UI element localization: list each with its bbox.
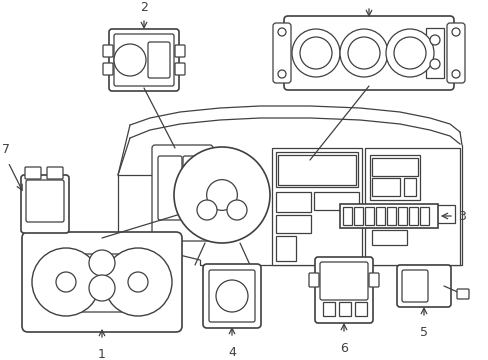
Bar (275, 152, 357, 187)
FancyBboxPatch shape (368, 273, 378, 287)
Circle shape (32, 248, 100, 316)
Circle shape (278, 70, 285, 78)
Circle shape (385, 29, 433, 77)
FancyBboxPatch shape (158, 156, 182, 220)
FancyBboxPatch shape (21, 175, 69, 233)
Bar (364, 148, 459, 265)
FancyBboxPatch shape (175, 63, 184, 75)
Text: 8: 8 (364, 0, 372, 2)
Bar (275, 192, 310, 212)
Bar (350, 209, 358, 225)
Text: 1: 1 (98, 348, 106, 360)
FancyBboxPatch shape (208, 270, 254, 322)
Text: 6: 6 (339, 342, 347, 355)
Circle shape (56, 272, 76, 292)
Bar (353, 207, 362, 225)
Bar (275, 236, 295, 261)
Circle shape (104, 248, 172, 316)
Circle shape (339, 29, 387, 77)
Bar (342, 207, 351, 225)
Bar (425, 28, 443, 78)
Bar (408, 207, 417, 225)
FancyBboxPatch shape (284, 16, 453, 90)
FancyBboxPatch shape (396, 265, 450, 307)
Bar (370, 209, 378, 225)
Circle shape (278, 28, 285, 36)
Circle shape (89, 250, 115, 276)
FancyBboxPatch shape (114, 34, 174, 86)
Bar (371, 158, 417, 176)
Bar (403, 178, 415, 196)
Circle shape (197, 200, 217, 220)
FancyBboxPatch shape (26, 180, 64, 222)
FancyBboxPatch shape (152, 145, 213, 241)
Bar (275, 215, 310, 233)
FancyBboxPatch shape (109, 29, 179, 91)
Bar (323, 302, 334, 316)
FancyBboxPatch shape (183, 156, 206, 220)
Circle shape (451, 70, 459, 78)
Circle shape (206, 180, 237, 210)
Bar (371, 178, 399, 196)
FancyBboxPatch shape (308, 273, 318, 287)
Bar (271, 148, 361, 265)
FancyBboxPatch shape (314, 257, 372, 323)
FancyBboxPatch shape (22, 232, 182, 332)
Circle shape (429, 59, 439, 69)
Circle shape (299, 37, 331, 69)
FancyBboxPatch shape (203, 264, 261, 328)
Bar (386, 207, 395, 225)
Circle shape (429, 35, 439, 45)
Circle shape (216, 280, 247, 312)
FancyBboxPatch shape (319, 262, 367, 300)
Bar (354, 302, 366, 316)
FancyBboxPatch shape (81, 254, 123, 312)
FancyBboxPatch shape (401, 270, 427, 302)
Bar (375, 207, 384, 225)
Circle shape (89, 275, 115, 301)
Circle shape (226, 200, 246, 220)
Bar (339, 204, 437, 228)
FancyBboxPatch shape (25, 167, 41, 179)
Circle shape (451, 28, 459, 36)
Circle shape (114, 44, 146, 76)
Bar (380, 209, 388, 225)
Bar (338, 302, 350, 316)
FancyBboxPatch shape (175, 45, 184, 57)
Bar (369, 155, 419, 200)
Bar (397, 207, 406, 225)
Bar (419, 207, 428, 225)
Bar (347, 207, 429, 227)
Circle shape (347, 37, 379, 69)
FancyBboxPatch shape (446, 23, 464, 83)
Bar (313, 192, 358, 210)
FancyBboxPatch shape (47, 167, 63, 179)
Bar (364, 207, 373, 225)
Bar (371, 230, 406, 245)
FancyBboxPatch shape (456, 289, 468, 299)
Bar (420, 209, 428, 225)
Text: 3: 3 (457, 210, 465, 222)
FancyBboxPatch shape (103, 45, 113, 57)
Bar (360, 209, 368, 225)
Bar (400, 209, 408, 225)
Text: 4: 4 (227, 346, 235, 359)
Bar (390, 209, 398, 225)
FancyBboxPatch shape (272, 23, 290, 83)
Bar (278, 155, 355, 185)
FancyBboxPatch shape (148, 42, 170, 78)
Text: 7: 7 (2, 143, 10, 156)
Circle shape (128, 272, 148, 292)
Bar (410, 209, 418, 225)
Text: 2: 2 (140, 1, 148, 14)
Text: 5: 5 (419, 326, 427, 339)
Bar (369, 205, 454, 223)
Circle shape (393, 37, 425, 69)
Circle shape (291, 29, 339, 77)
Circle shape (174, 147, 269, 243)
FancyBboxPatch shape (103, 63, 113, 75)
